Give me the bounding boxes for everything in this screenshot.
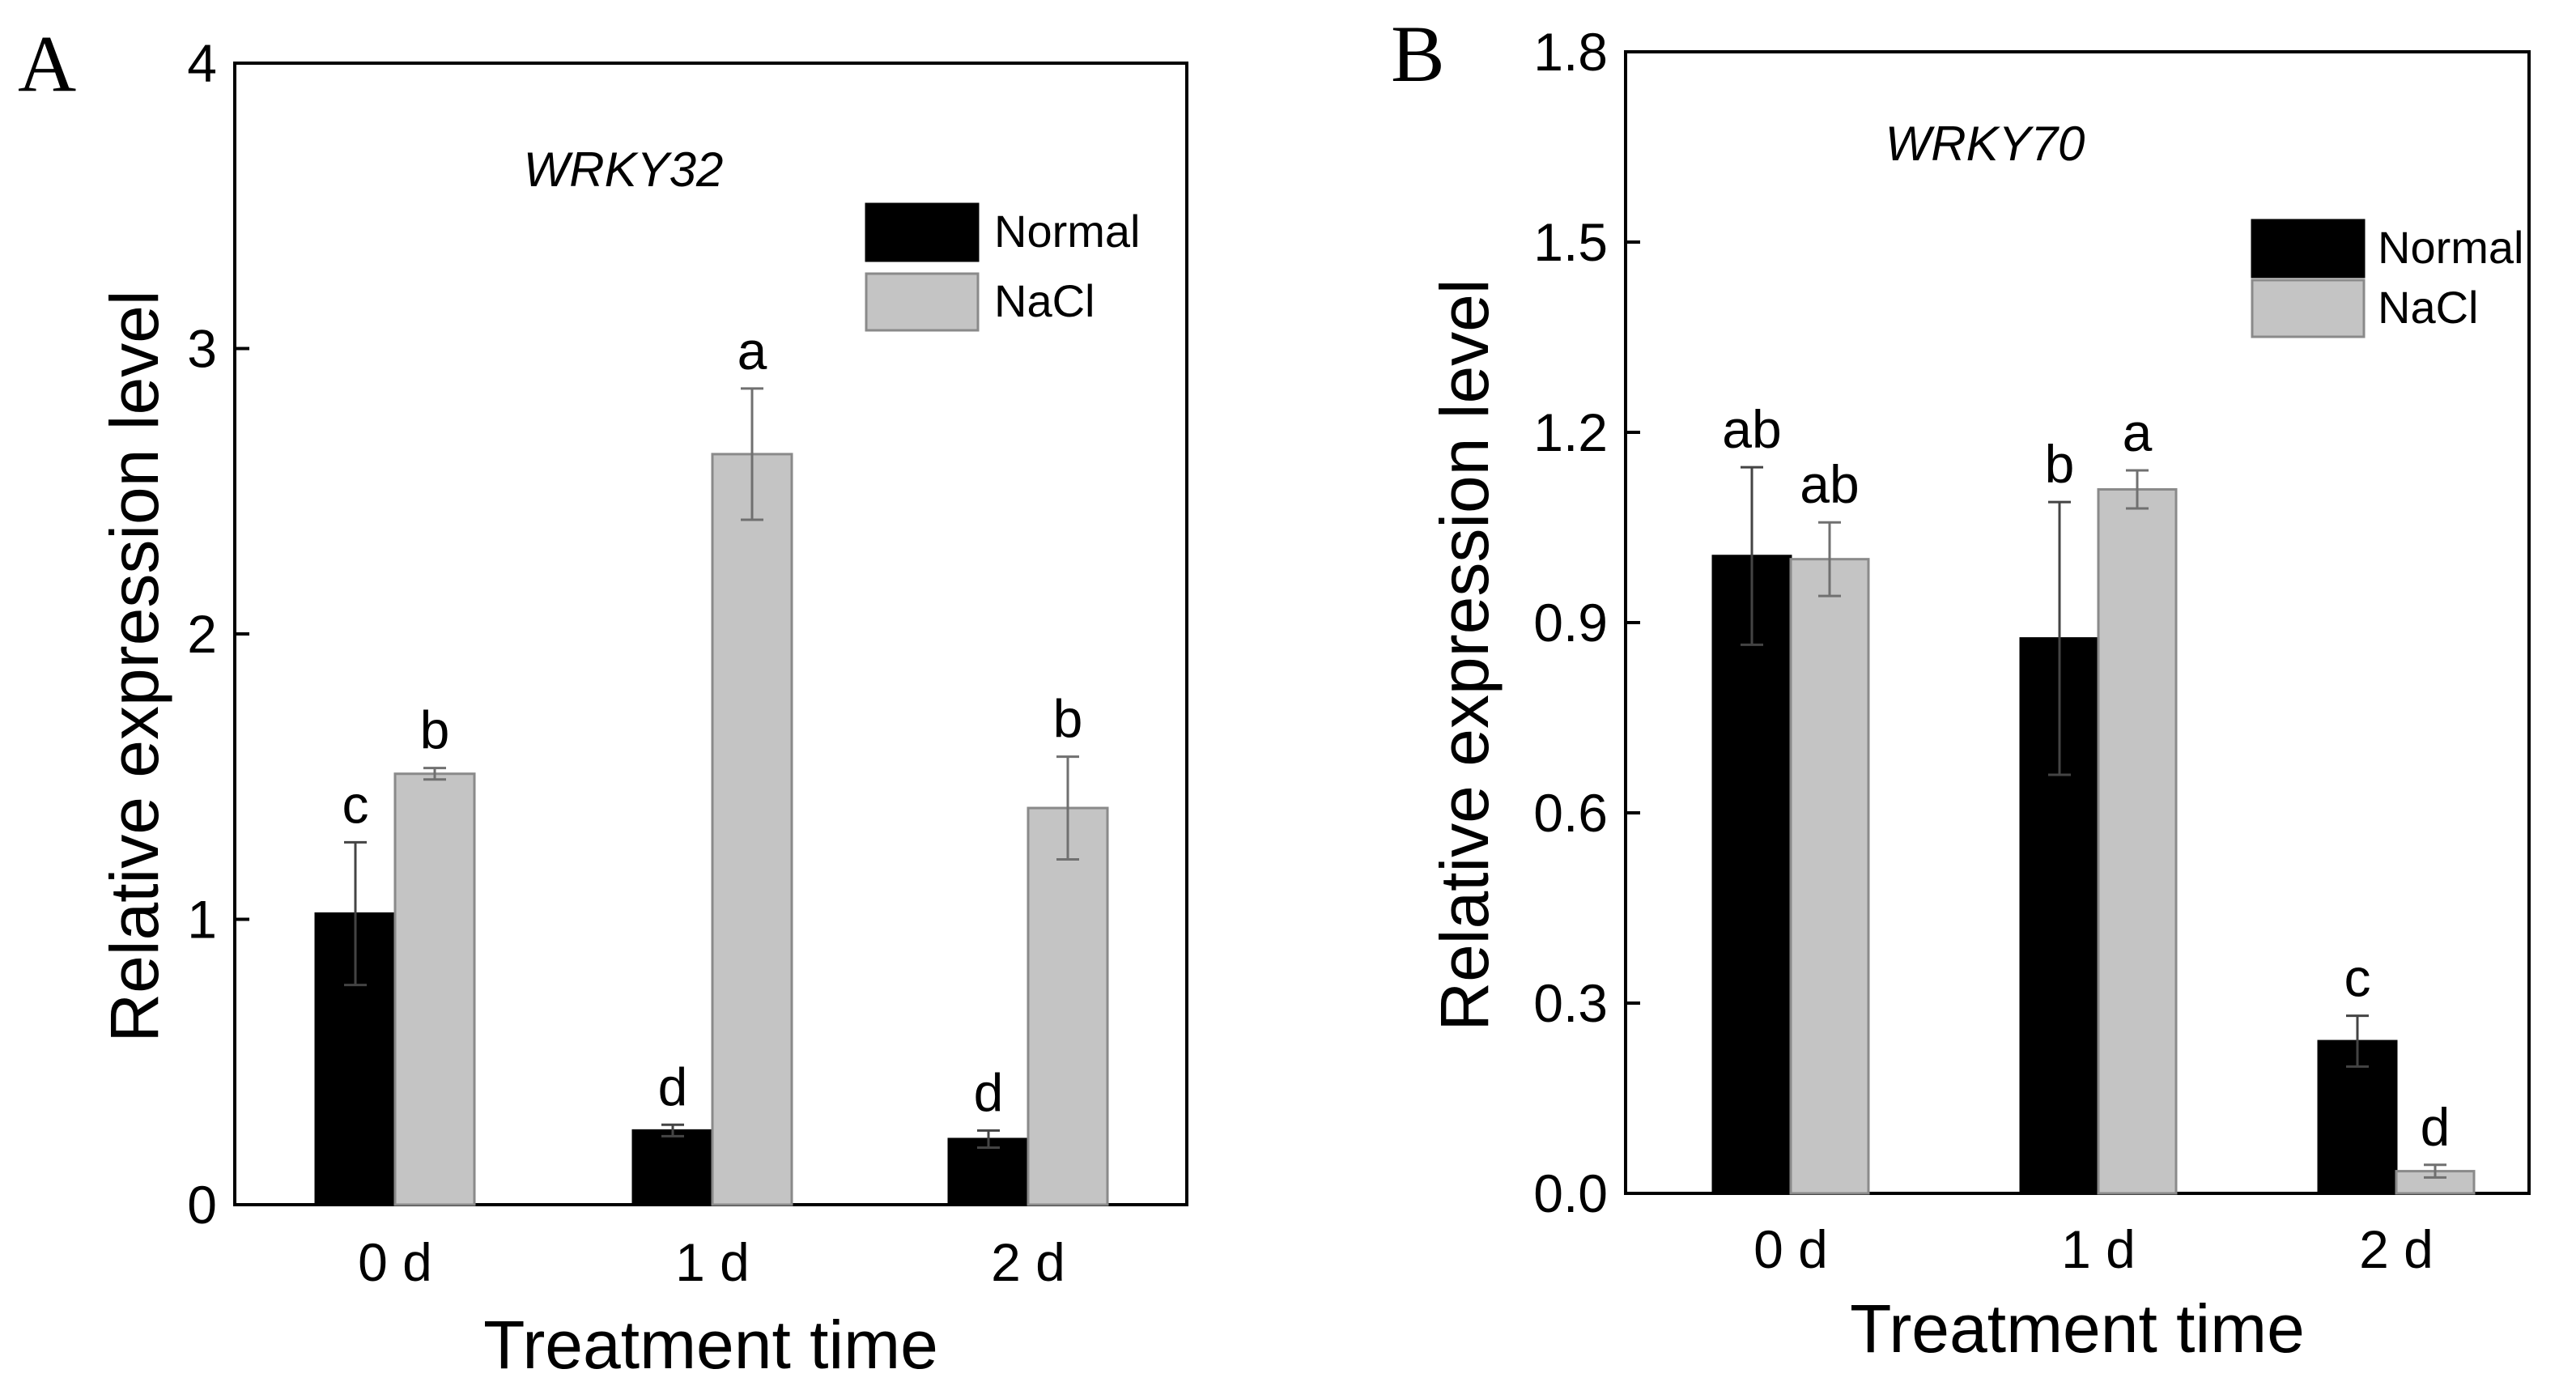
significance-label: b bbox=[1053, 689, 1083, 749]
legend-swatch-normal bbox=[865, 202, 980, 262]
significance-label: c bbox=[2344, 948, 2371, 1008]
significance-label: d bbox=[658, 1057, 688, 1116]
bar-nacl bbox=[1789, 558, 1870, 1195]
y-tick-label: 1.8 bbox=[1533, 22, 1608, 82]
bar-normal bbox=[1711, 555, 1792, 1195]
x-tick-label: 1 d bbox=[675, 1232, 750, 1292]
y-tick-label: 2 bbox=[187, 604, 217, 664]
bar-normal bbox=[631, 1129, 714, 1206]
legend-swatch-nacl bbox=[2251, 279, 2366, 338]
significance-label: ab bbox=[1800, 454, 1859, 514]
legend-label-nacl: NaCl bbox=[994, 275, 1095, 326]
panel-letter-a: A bbox=[18, 19, 76, 108]
x-tick-label: 0 d bbox=[358, 1232, 432, 1292]
significance-label: ab bbox=[1722, 399, 1781, 459]
legend-label-normal: Normal bbox=[994, 206, 1140, 257]
y-tick-label: 0 bbox=[187, 1175, 217, 1235]
y-tick-label: 3 bbox=[187, 319, 217, 379]
significance-label: b bbox=[420, 700, 450, 760]
chart-title: WRKY70 bbox=[1885, 117, 2085, 171]
legend-swatch-normal bbox=[2251, 219, 2366, 279]
y-tick-label: 0.0 bbox=[1533, 1163, 1608, 1223]
y-tick-label: 1 bbox=[187, 890, 217, 950]
y-tick-label: 1.5 bbox=[1533, 212, 1608, 272]
significance-label: d bbox=[2421, 1097, 2451, 1157]
y-tick-label: 0.6 bbox=[1533, 783, 1608, 843]
x-tick-label: 2 d bbox=[2359, 1219, 2434, 1279]
x-tick-label: 1 d bbox=[2061, 1219, 2136, 1279]
x-tick-label: 2 d bbox=[991, 1232, 1065, 1292]
y-tick-label: 0.9 bbox=[1533, 593, 1608, 653]
legend-swatch-nacl bbox=[865, 272, 980, 332]
y-tick-label: 4 bbox=[187, 33, 217, 93]
bar-normal bbox=[947, 1137, 1030, 1206]
significance-label: a bbox=[738, 321, 767, 381]
bar-nacl bbox=[711, 453, 793, 1206]
x-axis-label: Treatment time bbox=[483, 1307, 938, 1383]
y-tick-label: 1.2 bbox=[1533, 402, 1608, 462]
y-axis-label: Relative expression level bbox=[1426, 279, 1503, 1031]
bar-normal bbox=[314, 912, 397, 1206]
significance-label: c bbox=[342, 774, 369, 834]
significance-label: b bbox=[2045, 434, 2075, 494]
legend-label-nacl: NaCl bbox=[2378, 282, 2478, 333]
panel-letter-b: B bbox=[1391, 9, 1445, 99]
panel-a: A 0 1 2 3 4 0 d 1 d 2 d c d d b a b WRKY32 Relative exp… bbox=[18, 19, 1188, 1383]
chart-title: WRKY32 bbox=[524, 142, 724, 197]
panel-b: B 0.0 0.3 0.6 0.9 1.2 1.5 1.8 0 d 1 d 2 d ab b c ab a d… bbox=[1391, 9, 2531, 1367]
significance-label: a bbox=[2123, 402, 2153, 462]
x-axis-label: Treatment time bbox=[1850, 1291, 2305, 1367]
x-tick-label: 0 d bbox=[1753, 1219, 1828, 1279]
bar-nacl bbox=[393, 772, 476, 1206]
legend-label-normal: Normal bbox=[2378, 222, 2523, 273]
y-axis-label: Relative expression level bbox=[96, 290, 172, 1042]
bar-nacl bbox=[2395, 1170, 2476, 1195]
significance-label: d bbox=[974, 1062, 1004, 1122]
bar-nacl bbox=[1027, 806, 1109, 1206]
bar-nacl bbox=[2097, 488, 2178, 1195]
y-tick-label: 0.3 bbox=[1533, 973, 1608, 1033]
